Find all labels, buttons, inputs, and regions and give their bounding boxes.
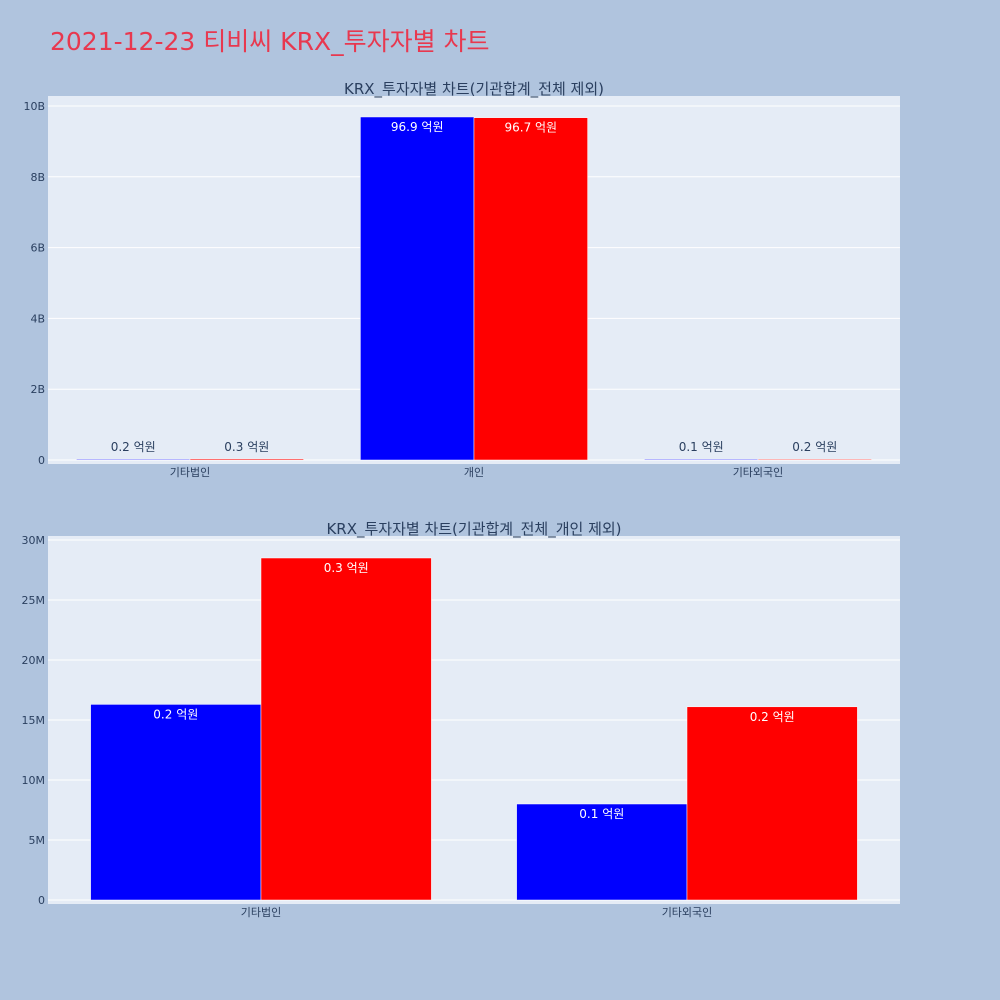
y-tick-label: 8B	[30, 171, 45, 184]
y-tick-label: 5M	[29, 834, 46, 847]
bar	[189, 458, 304, 461]
y-tick-label: 10M	[22, 774, 46, 787]
data-label: 0.3 억원	[224, 440, 269, 454]
bar	[686, 706, 858, 901]
data-label: 0.1 억원	[579, 807, 624, 821]
x-tick-label: 기타법인	[241, 906, 281, 919]
bar	[260, 557, 432, 901]
chart-1: 0 2B 4B 6B 8B 10B KRX_투자자별 차트(기관합계_전체 제외) 0.2 억…	[23, 80, 900, 479]
y-tick-label: 20M	[22, 654, 46, 667]
x-tick-label: 기타법인	[170, 466, 210, 479]
y-tick-label: 6B	[30, 242, 45, 255]
bar	[473, 117, 588, 461]
data-label: 0.2 억원	[153, 707, 198, 721]
bar	[757, 458, 872, 461]
data-label: 96.9 억원	[391, 120, 444, 134]
y-tick-label: 25M	[22, 594, 46, 607]
x-tick-label: 기타외국인	[733, 466, 784, 479]
y-tick-label: 15M	[22, 714, 46, 727]
data-label: 0.2 억원	[750, 710, 795, 724]
page-title: 2021-12-23 티비씨 KRX_투자자별 차트	[50, 27, 490, 56]
y-tick-label: 10B	[23, 100, 45, 113]
chart-title: KRX_투자자별 차트(기관합계_전체 제외)	[344, 80, 604, 99]
bar	[76, 458, 191, 461]
y-tick-label: 2B	[30, 383, 45, 396]
chart-title: KRX_투자자별 차트(기관합계_전체_개인 제외)	[326, 520, 621, 539]
data-label: 96.7 억원	[504, 121, 557, 135]
data-label: 0.2 억원	[792, 440, 837, 454]
data-label: 0.3 억원	[324, 561, 369, 575]
data-label: 0.1 억원	[679, 440, 724, 454]
x-tick-label: 기타외국인	[662, 906, 713, 919]
x-tick-label: 개인	[464, 466, 484, 479]
bar	[516, 803, 688, 901]
bar	[90, 704, 262, 901]
y-tick-label: 0	[38, 454, 45, 467]
bar	[360, 116, 475, 461]
y-tick-label: 0	[38, 894, 45, 907]
y-tick-label: 30M	[22, 534, 46, 547]
bar	[644, 458, 759, 461]
y-tick-label: 4B	[30, 312, 45, 325]
data-label: 0.2 억원	[111, 440, 156, 454]
chart-2: 0 5M 10M 15M 20M 25M 30M KRX_투자자별 차트(기관합계_전체_개인…	[22, 520, 900, 919]
